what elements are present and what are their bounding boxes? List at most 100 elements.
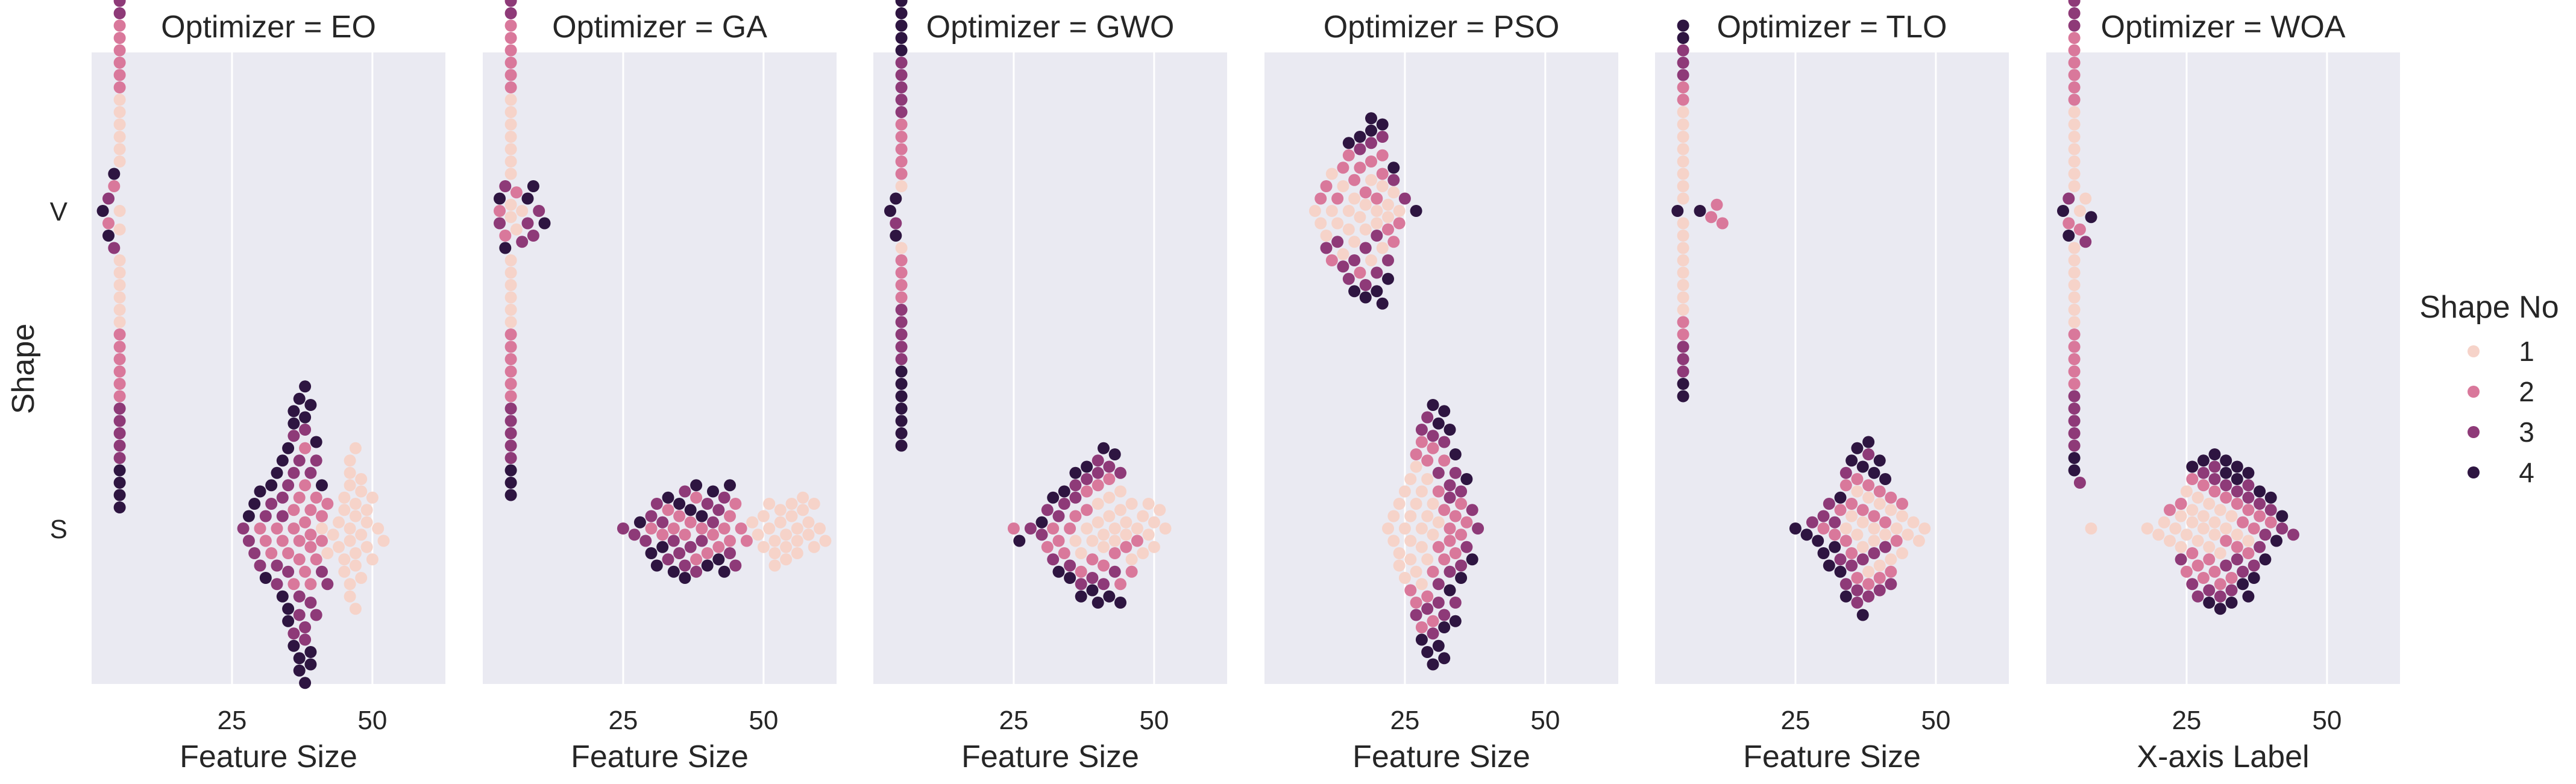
data-point-hue-3 — [1348, 254, 1361, 266]
data-point-hue-3 — [1086, 572, 1099, 584]
data-point-hue-3 — [265, 498, 278, 510]
data-point-hue-2 — [1834, 504, 1847, 516]
data-point-hue-2 — [304, 541, 317, 553]
data-point-hue-2 — [504, 69, 517, 81]
data-point-hue-1 — [2141, 522, 2153, 535]
data-point-hue-1 — [1075, 547, 1087, 559]
data-point-hue-1 — [504, 143, 517, 155]
data-point-hue-2 — [895, 266, 908, 279]
data-point-hue-1 — [1103, 491, 1116, 504]
data-point-hue-3 — [1337, 260, 1349, 273]
data-point-hue-1 — [780, 528, 793, 541]
data-point-hue-2 — [2164, 504, 2176, 516]
data-point-hue-3 — [2254, 541, 2266, 553]
data-point-hue-4 — [645, 547, 658, 559]
data-point-hue-1 — [2073, 205, 2086, 217]
data-point-hue-3 — [1885, 578, 1897, 591]
data-point-hue-1 — [1677, 279, 1689, 291]
data-point-hue-2 — [1873, 485, 1886, 498]
data-point-hue-2 — [299, 565, 312, 578]
panel-3: 25 50 Optimizer = GWO Feature Size — [873, 0, 1227, 774]
data-point-hue-3 — [729, 559, 742, 572]
data-point-hue-4 — [1438, 405, 1451, 418]
data-point-hue-3 — [1342, 272, 1355, 285]
data-point-hue-1 — [1677, 242, 1689, 254]
data-point-hue-4 — [1103, 590, 1116, 603]
data-point-hue-2 — [1415, 621, 1428, 633]
data-point-hue-3 — [1371, 266, 1383, 279]
data-point-hue-3 — [259, 510, 272, 522]
data-point-hue-4 — [895, 32, 908, 44]
data-point-hue-1 — [1154, 504, 1166, 516]
data-point-hue-1 — [1069, 535, 1082, 547]
data-point-hue-4 — [2248, 572, 2260, 584]
data-point-hue-3 — [2062, 192, 2075, 205]
data-point-hue-4 — [1834, 491, 1847, 504]
data-point-hue-2 — [2180, 565, 2193, 578]
data-point-hue-1 — [1308, 205, 1321, 217]
x-tick-label: 50 — [1530, 706, 1560, 735]
data-point-hue-2 — [1460, 516, 1473, 528]
data-point-hue-3 — [2079, 236, 2092, 248]
data-point-hue-4 — [1064, 572, 1076, 584]
data-point-hue-1 — [1098, 541, 1110, 553]
data-point-hue-1 — [780, 541, 793, 553]
data-point-hue-1 — [344, 590, 356, 603]
data-point-hue-3 — [2186, 578, 2199, 591]
data-point-hue-3 — [533, 205, 545, 217]
data-point-hue-1 — [2158, 516, 2170, 528]
data-point-hue-2 — [2208, 485, 2221, 498]
data-point-hue-3 — [1677, 44, 1689, 57]
x-tick-label: 50 — [1921, 706, 1950, 735]
data-point-hue-2 — [1851, 572, 1864, 584]
data-point-hue-4 — [1812, 535, 1824, 547]
data-point-hue-1 — [2214, 504, 2226, 516]
data-point-hue-2 — [1438, 504, 1451, 516]
data-point-hue-2 — [712, 541, 725, 553]
data-point-hue-2 — [287, 504, 300, 516]
data-point-hue-3 — [1427, 627, 1439, 640]
data-point-hue-2 — [102, 217, 115, 230]
data-point-hue-4 — [895, 415, 908, 427]
data-point-hue-2 — [1455, 498, 1468, 510]
data-point-hue-1 — [372, 522, 385, 535]
data-point-hue-1 — [1868, 535, 1880, 547]
data-point-hue-3 — [1829, 516, 1841, 528]
data-point-hue-2 — [504, 340, 517, 353]
data-point-hue-1 — [763, 498, 776, 510]
data-point-hue-2 — [1449, 547, 1462, 559]
data-point-hue-2 — [2264, 516, 2277, 528]
data-point-hue-1 — [1081, 522, 1093, 535]
data-point-hue-1 — [355, 528, 368, 541]
data-point-hue-3 — [1359, 279, 1372, 291]
data-point-hue-1 — [344, 479, 356, 492]
data-point-hue-4 — [1427, 658, 1439, 671]
data-point-hue-2 — [504, 378, 517, 390]
legend-items: 1 2 3 4 — [2468, 336, 2534, 488]
data-point-hue-1 — [2208, 516, 2221, 528]
data-point-hue-1 — [1387, 186, 1400, 199]
data-point-hue-2 — [2220, 535, 2232, 547]
data-point-hue-3 — [2276, 522, 2289, 535]
legend-marker-3 — [2468, 426, 2480, 438]
data-point-hue-2 — [701, 547, 714, 559]
data-point-hue-4 — [2242, 590, 2255, 603]
data-point-hue-1 — [1415, 578, 1428, 591]
data-point-hue-1 — [349, 498, 362, 510]
data-point-hue-1 — [1404, 553, 1417, 566]
panel-background — [873, 52, 1227, 684]
data-point-hue-3 — [1354, 143, 1366, 155]
data-point-hue-2 — [310, 553, 322, 566]
legend: Shape No 1 2 3 4 — [2419, 290, 2559, 488]
data-point-hue-1 — [355, 572, 368, 584]
data-point-hue-1 — [2068, 291, 2081, 304]
data-point-hue-3 — [1444, 479, 1456, 492]
data-point-hue-4 — [96, 205, 109, 217]
data-point-hue-3 — [679, 485, 691, 498]
x-axis-label: X-axis Label — [2137, 739, 2309, 774]
data-point-hue-3 — [2214, 590, 2226, 603]
data-point-hue-2 — [2186, 473, 2199, 485]
data-point-hue-1 — [2068, 180, 2081, 192]
data-point-hue-1 — [1337, 248, 1349, 260]
data-point-hue-2 — [724, 510, 736, 522]
